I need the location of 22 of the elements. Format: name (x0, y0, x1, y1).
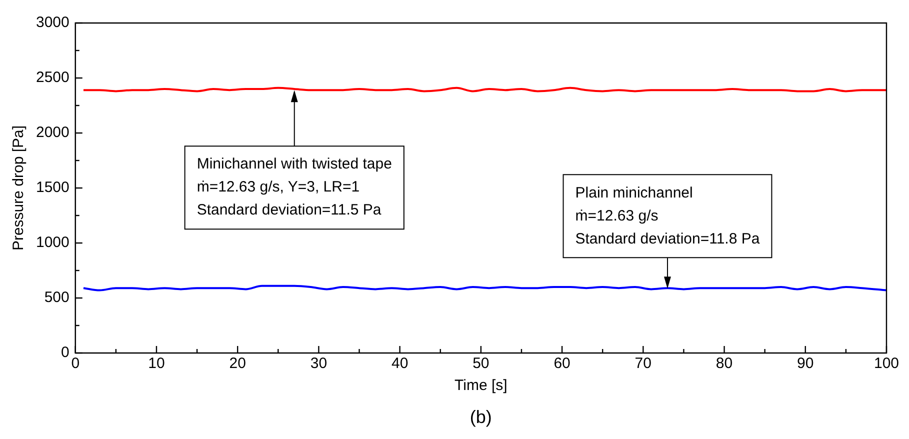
annotation: Minichannel with twisted tape ṁ=12.63 g/s, Y=3, LR=1 Standard deviation=11.5 Pa (196, 156, 392, 219)
x-tick-label: 30 (310, 355, 328, 372)
text: (b) (470, 407, 492, 427)
x-tick-label: 80 (716, 355, 733, 372)
x-tick-label: 20 (229, 355, 246, 372)
y-tick-label: 500 (44, 289, 70, 306)
y-tick-label: 2000 (36, 124, 70, 142)
x-tick-label: 50 (472, 355, 490, 372)
y-tick-label: 1000 (36, 234, 70, 252)
y-tick-label: 2500 (36, 69, 70, 86)
x-tick-label: 40 (391, 355, 408, 372)
x-tick-label: 90 (797, 355, 814, 372)
x-tick-label: 10 (148, 355, 165, 372)
x-tick-label: 100 (874, 355, 899, 372)
x-axis-title: Time [s] (454, 377, 508, 394)
x-tick-label: 60 (554, 355, 570, 372)
x-tick-label: 70 (634, 355, 652, 372)
y-tick-label: 3000 (36, 14, 70, 32)
y-tick-label: 1500 (36, 179, 70, 196)
annotation: Plain minichannel ṁ=12.63 g/s Standard deviation=11.8 Pa (575, 184, 760, 248)
y-tick-label: 0 (61, 344, 70, 362)
y-axis-title: Pressure drop [Pa] (10, 125, 28, 251)
